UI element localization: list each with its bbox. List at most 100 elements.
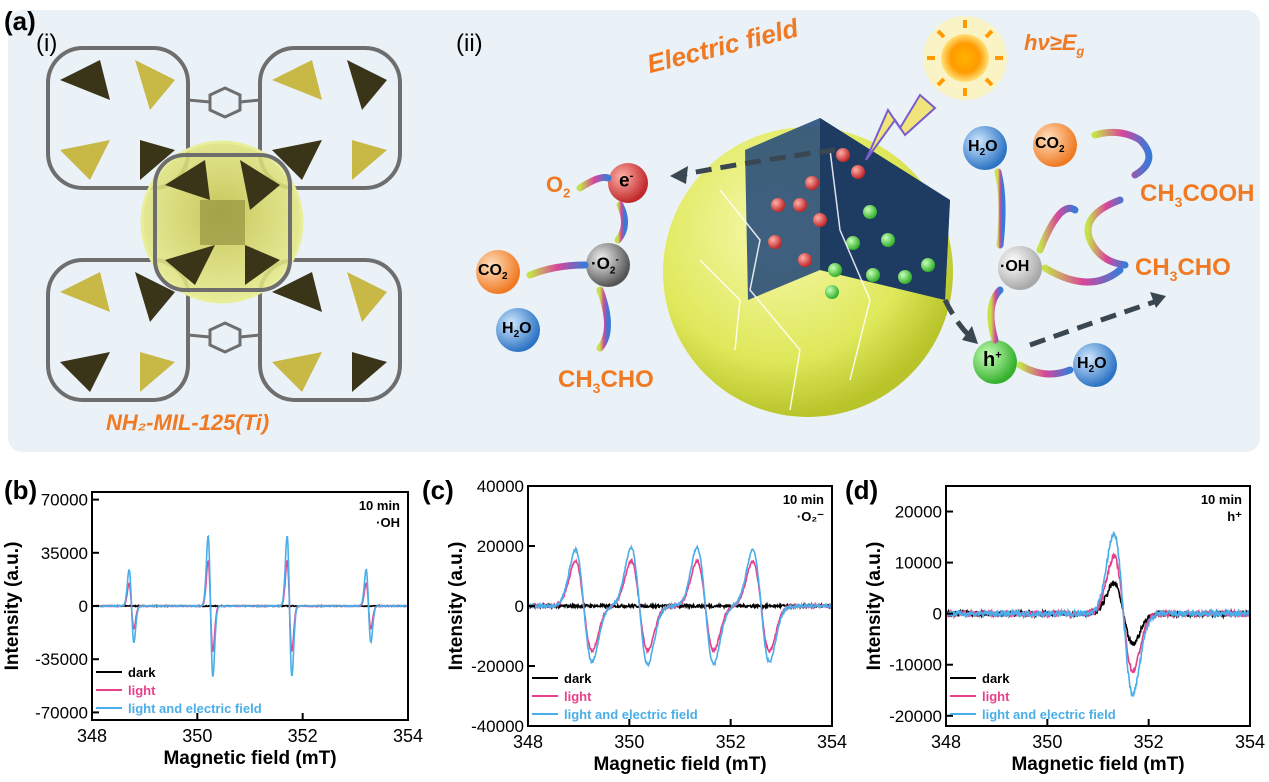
chart-b: (b) 348 350 352 354 70000 35000 0 -35000 -70000 Ma… [2, 475, 423, 769]
hole-bubble [973, 340, 1017, 384]
x-axis-label: Magnetic field (mT) [1011, 754, 1184, 775]
annotation-text: 10 min [359, 498, 400, 513]
y-tick-label: -40000 [471, 717, 524, 736]
arrow-electron-migration [679, 147, 836, 178]
x-tick-label: 352 [1134, 732, 1164, 752]
legend-label: light [982, 689, 1010, 704]
x-tick-label: 348 [931, 732, 961, 752]
subpanel-ii-label: (ii) [456, 30, 483, 57]
photon-energy-text: hν≥E [1024, 30, 1077, 55]
electron-bubble [608, 163, 648, 203]
panel-a-label: (a) [4, 6, 36, 36]
panel-letter: (d) [845, 475, 878, 505]
ch3cooh-label: CH3COOH [1140, 180, 1255, 210]
h2o-left-bubble [496, 308, 540, 352]
x-tick-label: 348 [77, 726, 107, 746]
photon-energy-label: hν≥Eg [1024, 30, 1084, 58]
ch3cho-right-label: CH3CHO [1135, 254, 1231, 284]
species-bubbles [476, 123, 1117, 387]
x-tick-label: 348 [513, 732, 543, 752]
y-tick-label: -20000 [889, 707, 942, 726]
mof-cage-top-right [258, 46, 402, 190]
mechanism-illustration [476, 16, 1166, 417]
y-tick-label: 70000 [41, 491, 88, 510]
co2-right-label: CO2 [1035, 135, 1065, 156]
legend-label: dark [982, 671, 1010, 686]
mof-name-label: NH₂-MIL-125(Ti) [106, 410, 270, 435]
annotation-text: ·O₂⁻ [797, 509, 824, 524]
y-axis-label: Intensity (a.u.) [446, 542, 467, 671]
ch3cho-left-label: CH3CHO [558, 366, 654, 396]
y-tick-label: 0 [933, 605, 942, 624]
mof-cage-top-left [46, 46, 190, 190]
chart-c: (c) 348 350 352 354 40000 20000 0 -20000 -40000 Ma… [422, 475, 847, 775]
electron-particles [768, 148, 865, 267]
x-tick-label: 354 [1235, 732, 1265, 752]
y-tick-label: 20000 [477, 537, 524, 556]
x-tick-label: 354 [393, 726, 423, 746]
arrow-to-ch3cho [1029, 297, 1161, 348]
lightning-bolt-icon [865, 93, 937, 161]
arrow-hole-migration [942, 298, 977, 343]
panel-letter: (c) [422, 475, 454, 505]
x-axis-label: Magnetic field (mT) [163, 748, 336, 769]
y-tick-label: 20000 [895, 503, 942, 522]
mof-cage-bottom-right [258, 258, 402, 402]
x-tick-label: 352 [288, 726, 318, 746]
h2o-right-bottom-bubble [1073, 343, 1117, 387]
y-tick-label: 40000 [477, 477, 524, 496]
o2-label: O2 [546, 172, 571, 201]
series-line-light-and-electric-field [92, 534, 409, 677]
oh-radical-bubble [998, 246, 1042, 290]
y-tick-label: 10000 [895, 554, 942, 573]
h2o-right-bottom-label: H2O [1077, 355, 1107, 376]
lightning-streaks [699, 149, 871, 411]
mof-central-cage [153, 153, 292, 292]
x-tick-label: 354 [817, 732, 847, 752]
co2-left-bubble [476, 250, 520, 294]
x-tick-label: 350 [182, 726, 212, 746]
mof-linker-bottom [187, 321, 261, 354]
plot-frame [945, 485, 1251, 727]
mof-linker-top [187, 86, 261, 119]
panel-letter: (b) [4, 475, 37, 505]
chart-d: (d) 348 350 352 354 20000 10000 0 -10000 -20000 Ma… [845, 475, 1265, 775]
sun-icon [923, 16, 1007, 100]
legend-label: light [128, 683, 156, 698]
co2-left-label: CO2 [478, 262, 508, 283]
legend-label: dark [128, 665, 156, 680]
x-tick-label: 350 [614, 732, 644, 752]
y-tick-label: 35000 [41, 544, 88, 563]
legend-label: light and electric field [982, 707, 1116, 722]
series-line-light-and-electric-field [527, 544, 833, 668]
legend-label: light and electric field [564, 707, 698, 722]
y-tick-label: 0 [79, 597, 88, 616]
y-tick-label: -20000 [471, 657, 524, 676]
hole-label: h+ [983, 349, 1002, 371]
y-tick-label: -70000 [35, 703, 88, 722]
electron-label: e- [619, 170, 634, 192]
annotation-text: 10 min [783, 492, 824, 507]
superoxide-label: ·O2- [591, 254, 619, 277]
co2-right-bubble [1033, 123, 1077, 167]
subpanel-i-label: (i) [36, 30, 58, 57]
annotation-text: 10 min [1201, 492, 1242, 507]
annotation-text: ·OH [376, 515, 400, 530]
oh-radical-label: ·OH [1000, 258, 1030, 275]
x-tick-label: 350 [1032, 732, 1062, 752]
superoxide-bubble [586, 243, 630, 287]
h2o-right-top-label: H2O [968, 138, 998, 159]
photon-energy-sub: g [1076, 43, 1085, 59]
series-line-dark [527, 601, 833, 611]
h2o-left-label: H2O [502, 320, 532, 341]
y-tick-label: 0 [515, 597, 524, 616]
h2o-right-top-bubble [963, 126, 1007, 170]
y-tick-label: -35000 [35, 650, 88, 669]
hole-particles [825, 205, 935, 299]
reaction-arrows [526, 128, 1153, 378]
annotation-text: h⁺ [1227, 509, 1242, 524]
legend-label: light and electric field [128, 701, 262, 716]
x-axis-label: Magnetic field (mT) [593, 754, 766, 775]
y-axis-label: Intensity (a.u.) [2, 542, 23, 671]
